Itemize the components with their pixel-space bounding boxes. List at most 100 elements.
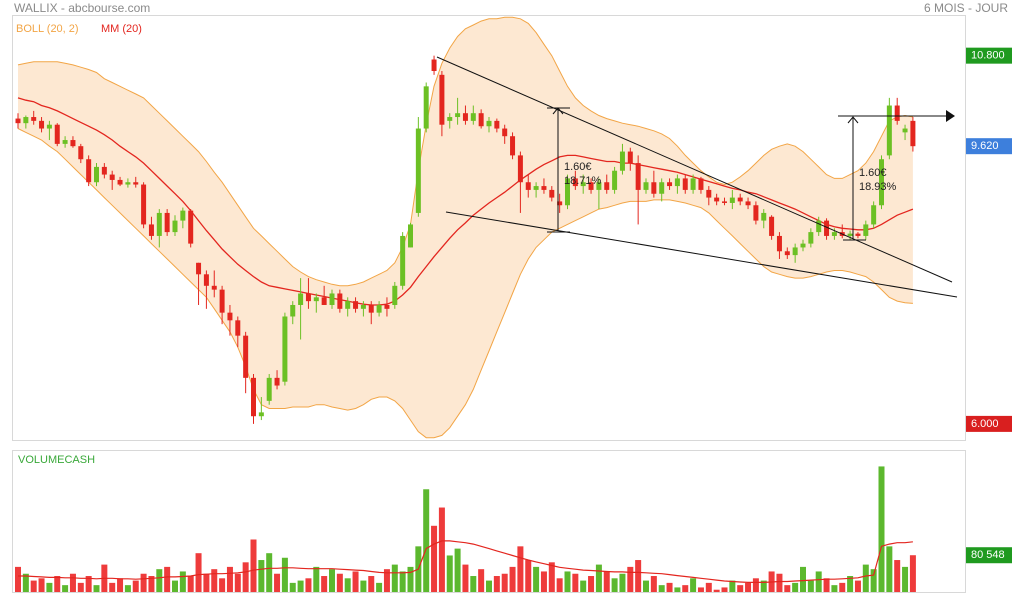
volume-bar (807, 580, 814, 592)
candle-body (125, 182, 131, 185)
axis-marker-label: 80 548 (971, 549, 1005, 561)
candle-body (321, 297, 327, 305)
candle-body (627, 151, 633, 164)
volume-bar (697, 587, 704, 592)
candle-body (211, 285, 217, 290)
volume-bar (886, 546, 893, 592)
axis-marker-label: 10.800 (971, 50, 1005, 62)
candle-body (517, 155, 523, 183)
volume-bar (234, 573, 241, 592)
period: 6 MOIS - JOUR (924, 1, 1008, 15)
candle-body (329, 293, 335, 305)
volume-bar (211, 569, 218, 592)
volume-bar (674, 587, 681, 592)
candle-body (596, 182, 602, 190)
candle-body (23, 117, 29, 124)
candle-body (298, 293, 304, 305)
candle-body (572, 178, 578, 187)
volume-bar (132, 580, 139, 592)
volume-bar (46, 582, 53, 592)
volume-bar (250, 539, 257, 592)
candle-body (729, 197, 735, 203)
volume-bar (329, 569, 335, 592)
axis-marker-label: 6.000 (971, 418, 999, 430)
candle-body (70, 140, 76, 147)
volume-bar (525, 560, 532, 592)
volume-bar (266, 553, 273, 592)
candle-body (643, 182, 649, 190)
volume-bar (352, 571, 359, 592)
candle-body (635, 163, 641, 190)
volume-bar (172, 580, 178, 592)
candle-body (549, 189, 555, 198)
candle-body (714, 197, 720, 202)
volume-bar (383, 569, 390, 592)
volume-bar (195, 553, 202, 592)
candle-body (415, 128, 421, 213)
candle-body (525, 182, 531, 190)
candle-body (502, 128, 508, 137)
candle-body (219, 289, 225, 313)
volume-bar (226, 566, 233, 592)
volume-bar (391, 564, 398, 592)
volume-bar (823, 578, 830, 592)
volume-bar (117, 578, 124, 592)
candle-body (682, 178, 688, 190)
volume-bar (815, 571, 822, 592)
volume-bar (800, 566, 806, 592)
candle-body (235, 320, 241, 336)
arrow-head (552, 107, 564, 115)
candle-body (39, 120, 45, 129)
candle-body (706, 189, 712, 198)
volume-bar (878, 466, 885, 592)
bollinger-lower (17, 128, 913, 439)
volume-bar (854, 580, 861, 592)
candle-body (910, 120, 916, 147)
axis-marker-label: 9.620 (971, 140, 999, 152)
volume-bar (909, 555, 916, 592)
annotation-text: 18.93% (859, 181, 897, 193)
volume-bar (493, 576, 500, 592)
volume-bar (721, 587, 728, 592)
axis-marker (966, 547, 1012, 564)
candle-body (400, 235, 406, 286)
volume-bar (627, 566, 634, 592)
volume-bar (501, 573, 508, 592)
candle-body (141, 184, 147, 225)
volume-bar (15, 566, 21, 592)
volume-bar (752, 578, 759, 592)
axis-layer: 10.800 9.620 6.000 80 548 (966, 47, 1012, 564)
candle-body (831, 232, 837, 236)
candle-body (447, 117, 453, 121)
volume-bar (305, 578, 312, 592)
candle-body (290, 304, 296, 317)
volume-bar (203, 573, 210, 592)
volume-bar (336, 573, 343, 592)
volume-bar (431, 525, 438, 592)
volume-bar (713, 589, 720, 592)
volume-bar (760, 580, 767, 592)
volume-bar (242, 562, 249, 592)
candle-body (376, 304, 382, 313)
volume-bar (368, 576, 375, 592)
volume-bar (438, 507, 445, 592)
candle-body (753, 205, 759, 221)
volume-title: VOLUMECASH (18, 454, 95, 466)
volume-bar (619, 573, 626, 592)
volume-bar (462, 564, 469, 592)
candle-body (62, 140, 68, 144)
volume-bar (93, 585, 100, 592)
volume-bar (603, 571, 610, 592)
candle-body (792, 247, 798, 256)
annotation-text: 1.60€ (564, 161, 592, 173)
volume-bar (38, 578, 45, 592)
volume-bar (862, 564, 869, 592)
candle-body (337, 293, 343, 309)
trend-line (436, 56, 953, 283)
bollinger-area (18, 17, 913, 438)
candle-body (541, 186, 547, 190)
legend-mm: MM (20) (101, 23, 142, 35)
candle-body (674, 178, 680, 187)
candle-body (439, 74, 445, 125)
volume-average (18, 540, 913, 583)
